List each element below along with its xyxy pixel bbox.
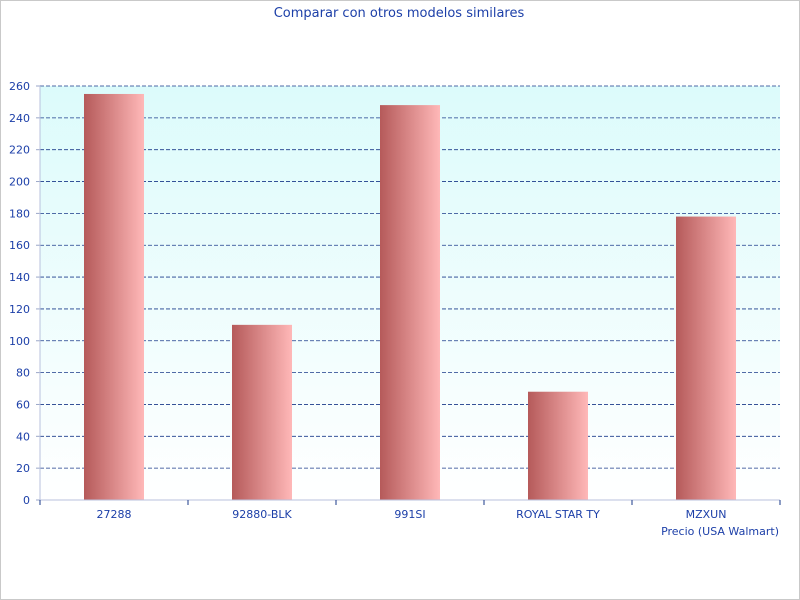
- y-tick-label: 240: [9, 112, 30, 125]
- y-tick-label: 260: [9, 80, 30, 93]
- y-tick-label: 200: [9, 176, 30, 189]
- y-tick-label: 220: [9, 144, 30, 157]
- y-tick-label: 80: [16, 367, 30, 380]
- bars: [84, 93, 736, 501]
- y-tick-label: 140: [9, 271, 30, 284]
- bar: [84, 93, 144, 500]
- y-tick-label: 40: [16, 430, 30, 443]
- bar: [676, 216, 736, 501]
- x-tick-labels: 27288 92880-BLK 991SI ROYAL STAR TY MZXUN: [97, 508, 727, 521]
- y-tick-label: 20: [16, 462, 30, 475]
- y-tick-label: 160: [9, 239, 30, 252]
- bar: [232, 324, 292, 500]
- x-tick-label: MZXUN: [686, 508, 727, 521]
- axes: [36, 85, 781, 505]
- y-tick-label: 100: [9, 335, 30, 348]
- bar: [380, 105, 440, 500]
- y-tick-labels: 0 20 40 60 80 100 120 140 160 180 200 220 240 260: [9, 80, 30, 507]
- bar: [528, 391, 588, 500]
- y-tick-label: 60: [16, 398, 30, 411]
- x-tick-label: 27288: [97, 508, 132, 521]
- x-tick-label: 991SI: [394, 508, 425, 521]
- x-tick-label: 92880-BLK: [232, 508, 292, 521]
- x-axis-label: Precio (USA Walmart): [661, 525, 779, 538]
- x-tick-label: ROYAL STAR TY: [516, 508, 600, 521]
- y-tick-label: 0: [23, 494, 30, 507]
- chart-title: Comparar con otros modelos similares: [274, 6, 525, 21]
- y-tick-label: 120: [9, 303, 30, 316]
- y-tick-label: 180: [9, 207, 30, 220]
